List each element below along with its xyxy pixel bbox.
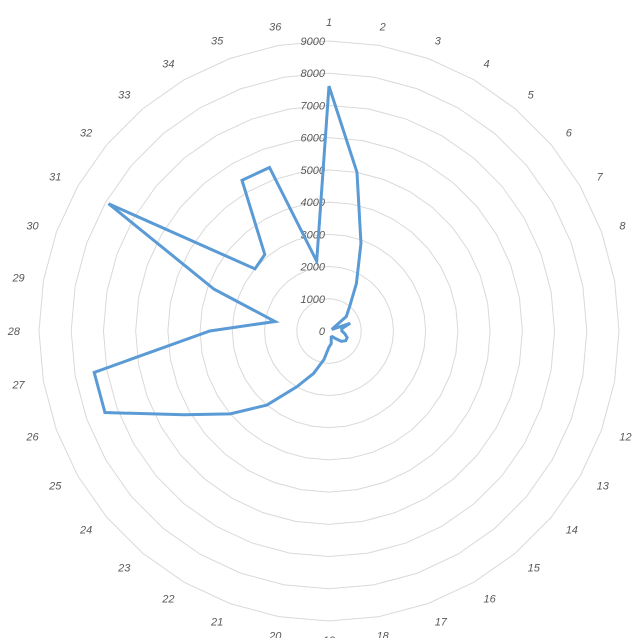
gridline-ring-7000 — [103, 105, 554, 556]
category-label: 36 — [269, 22, 282, 34]
category-label: 13 — [597, 481, 610, 493]
gridline-ring-6000 — [136, 138, 523, 525]
gridline-ring-9000 — [39, 41, 619, 621]
category-label: 25 — [48, 481, 62, 493]
category-label: 8 — [619, 220, 626, 232]
category-label: 6 — [566, 127, 573, 139]
category-label: 28 — [7, 326, 21, 338]
category-label: 16 — [484, 594, 497, 606]
radial-tick-label: 1000 — [301, 294, 326, 306]
radial-tick-label: 7000 — [301, 100, 326, 112]
chart-gridlines — [39, 41, 619, 621]
radial-tick-label: 2000 — [300, 262, 326, 274]
category-label: 3 — [435, 36, 442, 48]
category-label: 17 — [435, 616, 448, 628]
category-label: 24 — [79, 525, 92, 537]
category-label: 30 — [26, 220, 39, 232]
gridline-ring-8000 — [71, 73, 587, 589]
category-label: 15 — [528, 563, 541, 575]
category-label: 4 — [484, 58, 490, 70]
gridline-ring-2000 — [265, 267, 394, 396]
gridline-ring-1000 — [297, 299, 361, 363]
category-label: 34 — [162, 58, 174, 70]
category-label: 21 — [210, 616, 223, 628]
category-label: 12 — [619, 432, 631, 444]
category-label: 26 — [25, 432, 39, 444]
category-label: 22 — [161, 594, 174, 606]
category-label: 2 — [379, 22, 386, 34]
category-label: 27 — [11, 380, 25, 392]
category-label: 33 — [118, 89, 131, 101]
radial-tick-label: 0 — [319, 326, 326, 338]
gridline-ring-3000 — [232, 234, 425, 427]
category-label: 35 — [211, 36, 224, 48]
radial-tick-label: 6000 — [301, 133, 326, 145]
category-label: 29 — [11, 272, 24, 284]
category-label: 32 — [80, 127, 92, 139]
radial-tick-label: 9000 — [301, 36, 326, 48]
radial-tick-label: 8000 — [301, 68, 326, 80]
category-label: 23 — [117, 563, 131, 575]
category-label: 31 — [49, 172, 61, 184]
category-label: 14 — [566, 525, 578, 537]
category-label: 20 — [268, 630, 282, 638]
gridline-ring-4000 — [200, 202, 458, 460]
category-label: 5 — [528, 89, 535, 101]
category-label: 1 — [326, 17, 332, 29]
category-label: 7 — [597, 172, 604, 184]
category-label: 18 — [377, 630, 390, 638]
